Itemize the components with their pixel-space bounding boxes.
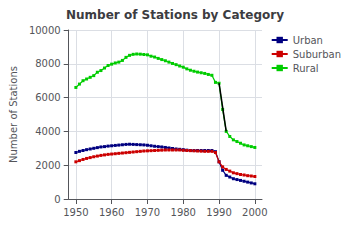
svg-text:Urban: Urban: [293, 35, 323, 46]
svg-text:10000: 10000: [29, 25, 61, 36]
svg-text:2000: 2000: [242, 207, 267, 218]
svg-text:Suburban: Suburban: [293, 49, 341, 60]
svg-text:2000: 2000: [35, 160, 60, 171]
svg-text:1970: 1970: [135, 207, 160, 218]
svg-text:1990: 1990: [206, 207, 231, 218]
svg-text:1950: 1950: [63, 207, 88, 218]
svg-text:1980: 1980: [171, 207, 196, 218]
svg-text:Number of Stations by Category: Number of Stations by Category: [66, 8, 284, 22]
svg-text:0: 0: [54, 194, 60, 205]
svg-text:4000: 4000: [35, 126, 60, 137]
svg-text:1960: 1960: [99, 207, 124, 218]
svg-text:6000: 6000: [35, 92, 60, 103]
svg-text:Rural: Rural: [293, 63, 319, 74]
svg-text:8000: 8000: [35, 58, 60, 69]
svg-text:Number of Stations: Number of Stations: [8, 66, 19, 163]
